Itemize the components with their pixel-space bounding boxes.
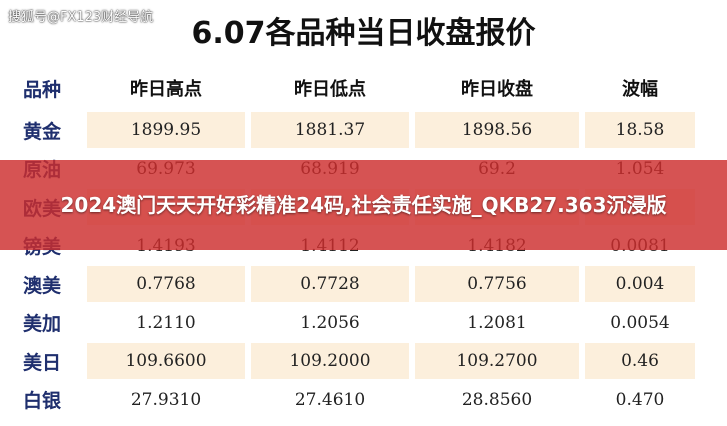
header-cell: 昨日低点 [294,79,366,100]
cell: 28.8560 [461,389,533,410]
cell: 0.7768 [87,266,245,302]
cell: 27.4610 [294,389,366,410]
cell: 0.004 [585,266,695,302]
title: 6.07各品种当日收盘报价 [191,16,536,51]
cell: 18.58 [585,112,695,148]
watermark: 搜狐号@FX123财经导航 [8,10,154,25]
cell: 0.7728 [251,266,409,302]
cell: 109.2000 [251,343,409,379]
header-cell: 昨日收盘 [461,79,533,100]
cell: 1898.56 [415,112,579,148]
cell: 1881.37 [251,112,409,148]
cell: 109.6600 [87,343,245,379]
row-label: 黄金 [22,120,61,143]
row-label: 澳美 [22,274,61,297]
row-label: 美加 [22,313,61,335]
cell: 0.0054 [610,312,670,333]
cell: 27.9310 [130,389,202,410]
banner: 2024澳门天天开好彩精准24码,社会责任实施_QKB27.363沉浸版 [0,160,727,250]
cell: 0.470 [615,389,665,410]
cell: 109.2700 [415,343,579,379]
header-cell: 昨日高点 [130,79,202,100]
cell: 1.2110 [136,312,196,333]
header-cell: 波幅 [622,79,658,100]
cell: 0.46 [585,343,695,379]
header-cell: 品种 [22,78,61,101]
cell: 0.7756 [415,266,579,302]
row-label: 白银 [22,390,61,412]
row-label: 美日 [22,351,61,374]
banner-text: 2024澳门天天开好彩精准24码,社会责任实施_QKB27.363沉浸版 [60,193,667,217]
cell: 1899.95 [87,112,245,148]
cell: 1.2081 [467,312,527,333]
cell: 1.2056 [300,312,360,333]
